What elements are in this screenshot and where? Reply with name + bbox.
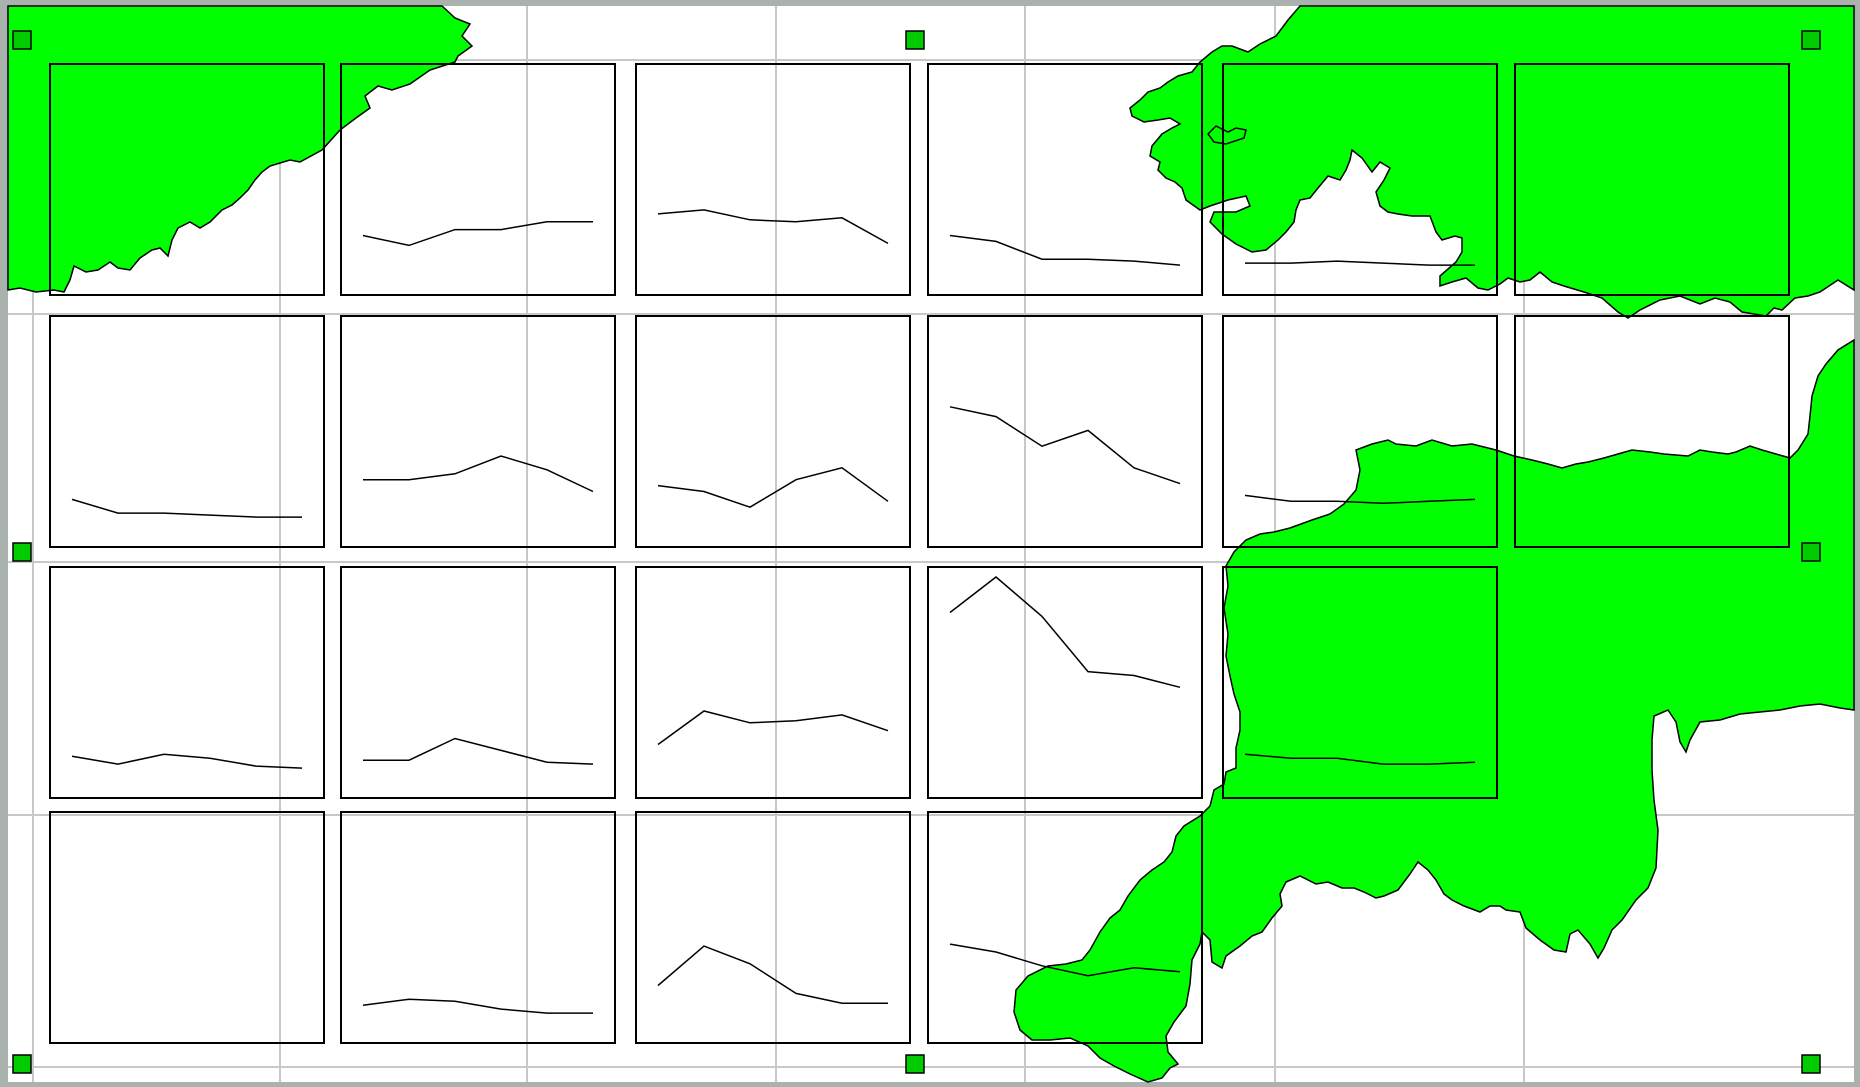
land-layer bbox=[7, 5, 1855, 1083]
panel-frame bbox=[1514, 315, 1790, 548]
land-south-peninsula bbox=[1013, 338, 1855, 1083]
chart-panel-r2-c4[interactable] bbox=[927, 315, 1203, 548]
panel-frame bbox=[49, 63, 325, 296]
series-line bbox=[363, 455, 594, 493]
resize-handle-bottom-right[interactable] bbox=[1801, 1054, 1821, 1074]
land-northwest bbox=[7, 5, 474, 293]
panel-frame bbox=[49, 811, 325, 1044]
panel-frame bbox=[635, 566, 911, 799]
panel-frame bbox=[1514, 63, 1790, 296]
panel-frame bbox=[340, 63, 616, 296]
chart-panel-r1-c6[interactable] bbox=[1514, 63, 1790, 296]
resize-handle-bottom-left[interactable] bbox=[12, 1054, 32, 1074]
series-line bbox=[1244, 494, 1476, 505]
panel-frame bbox=[635, 63, 911, 296]
land-island bbox=[1207, 125, 1247, 145]
panel-frame bbox=[927, 315, 1203, 548]
chart-panel-r1-c1[interactable] bbox=[49, 63, 325, 296]
resize-handle-middle-left[interactable] bbox=[12, 542, 32, 562]
chart-panel-r2-c2[interactable] bbox=[340, 315, 616, 548]
series-line bbox=[657, 466, 889, 509]
series-line bbox=[71, 753, 303, 769]
chart-panel-r3-c1[interactable] bbox=[49, 566, 325, 799]
chart-panel-r2-c5[interactable] bbox=[1222, 315, 1498, 548]
panel-frame bbox=[927, 566, 1203, 799]
series-line bbox=[657, 945, 888, 1004]
chart-panel-r4-c4[interactable] bbox=[927, 811, 1203, 1044]
panel-grid bbox=[49, 63, 1790, 1044]
series-line bbox=[657, 710, 889, 746]
selection-handles bbox=[12, 30, 1821, 1074]
series-line bbox=[949, 406, 1181, 485]
series-line bbox=[363, 737, 594, 765]
panel-frame bbox=[635, 315, 911, 548]
panel-frame bbox=[635, 811, 911, 1044]
series-line bbox=[362, 998, 593, 1014]
series-line bbox=[949, 234, 1181, 266]
panel-frame bbox=[1222, 63, 1498, 296]
chart-panel-r1-c3[interactable] bbox=[635, 63, 911, 296]
panel-frame bbox=[340, 811, 616, 1044]
chart-panel-r2-c6[interactable] bbox=[1514, 315, 1790, 548]
panel-frame bbox=[340, 566, 616, 799]
series-line bbox=[362, 221, 593, 247]
chart-panel-r4-c3[interactable] bbox=[635, 811, 911, 1044]
chart-panel-r3-c4[interactable] bbox=[927, 566, 1203, 799]
chart-panel-r3-c3[interactable] bbox=[635, 566, 911, 799]
chart-panel-r3-c5[interactable] bbox=[1222, 566, 1498, 799]
series-line bbox=[1244, 753, 1476, 765]
series-line bbox=[657, 209, 889, 245]
panel-frame bbox=[49, 315, 325, 548]
resize-handle-bottom-center[interactable] bbox=[905, 1054, 925, 1074]
panel-frame bbox=[927, 811, 1203, 1044]
series-line bbox=[71, 498, 302, 518]
resize-handle-top-left[interactable] bbox=[12, 30, 32, 50]
chart-panel-r1-c4[interactable] bbox=[927, 63, 1203, 296]
panel-frame bbox=[340, 315, 616, 548]
chart-panel-r4-c1[interactable] bbox=[49, 811, 325, 1044]
chart-panel-r2-c1[interactable] bbox=[49, 315, 325, 548]
chart-panel-r1-c5[interactable] bbox=[1222, 63, 1498, 296]
panel-frame bbox=[927, 63, 1203, 296]
panel-frame bbox=[1222, 566, 1498, 799]
chart-panel-r3-c2[interactable] bbox=[340, 566, 616, 799]
chart-panel-r1-c2[interactable] bbox=[340, 63, 616, 296]
panel-frame bbox=[1222, 315, 1498, 548]
series-line bbox=[949, 943, 1181, 977]
chart-panel-r4-c2[interactable] bbox=[340, 811, 616, 1044]
series-line bbox=[949, 576, 1181, 689]
resize-handle-top-center[interactable] bbox=[905, 30, 925, 50]
resize-handle-top-right[interactable] bbox=[1801, 30, 1821, 50]
resize-handle-middle-right[interactable] bbox=[1801, 542, 1821, 562]
series-line bbox=[1245, 260, 1475, 266]
chart-panel-r2-c3[interactable] bbox=[635, 315, 911, 548]
panel-frame bbox=[49, 566, 325, 799]
